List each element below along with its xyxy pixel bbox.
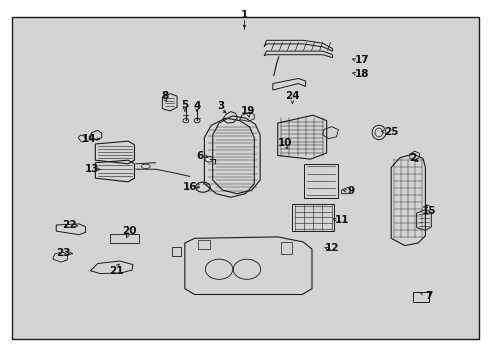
Bar bbox=[412, 292, 428, 302]
Text: 23: 23 bbox=[56, 248, 71, 258]
Bar bbox=[292, 204, 333, 231]
Text: 10: 10 bbox=[277, 138, 291, 148]
Bar bbox=[12, 17, 478, 339]
Text: 21: 21 bbox=[109, 266, 123, 276]
Bar bbox=[110, 234, 139, 243]
Text: 25: 25 bbox=[383, 127, 398, 137]
Text: 1: 1 bbox=[241, 10, 247, 21]
Text: 4: 4 bbox=[193, 101, 201, 111]
Text: 3: 3 bbox=[217, 101, 224, 111]
Bar bbox=[172, 247, 181, 256]
Text: 12: 12 bbox=[325, 243, 339, 253]
Text: 14: 14 bbox=[81, 134, 96, 144]
Bar bbox=[304, 164, 338, 198]
Text: 7: 7 bbox=[424, 291, 432, 301]
Text: 20: 20 bbox=[122, 226, 137, 236]
Text: 15: 15 bbox=[421, 206, 436, 216]
Text: 11: 11 bbox=[334, 215, 349, 225]
Text: 9: 9 bbox=[347, 186, 354, 196]
Text: 22: 22 bbox=[62, 220, 77, 230]
Text: 5: 5 bbox=[181, 100, 188, 110]
Bar bbox=[281, 242, 291, 254]
Text: 8: 8 bbox=[162, 91, 168, 102]
Text: 16: 16 bbox=[182, 182, 197, 192]
Text: 13: 13 bbox=[84, 164, 99, 174]
Text: 17: 17 bbox=[354, 55, 368, 66]
Text: 18: 18 bbox=[354, 69, 368, 79]
Bar bbox=[198, 240, 210, 249]
Text: 24: 24 bbox=[285, 91, 299, 102]
Text: 19: 19 bbox=[241, 106, 255, 116]
Text: 2: 2 bbox=[409, 153, 416, 163]
Text: 6: 6 bbox=[196, 150, 203, 161]
